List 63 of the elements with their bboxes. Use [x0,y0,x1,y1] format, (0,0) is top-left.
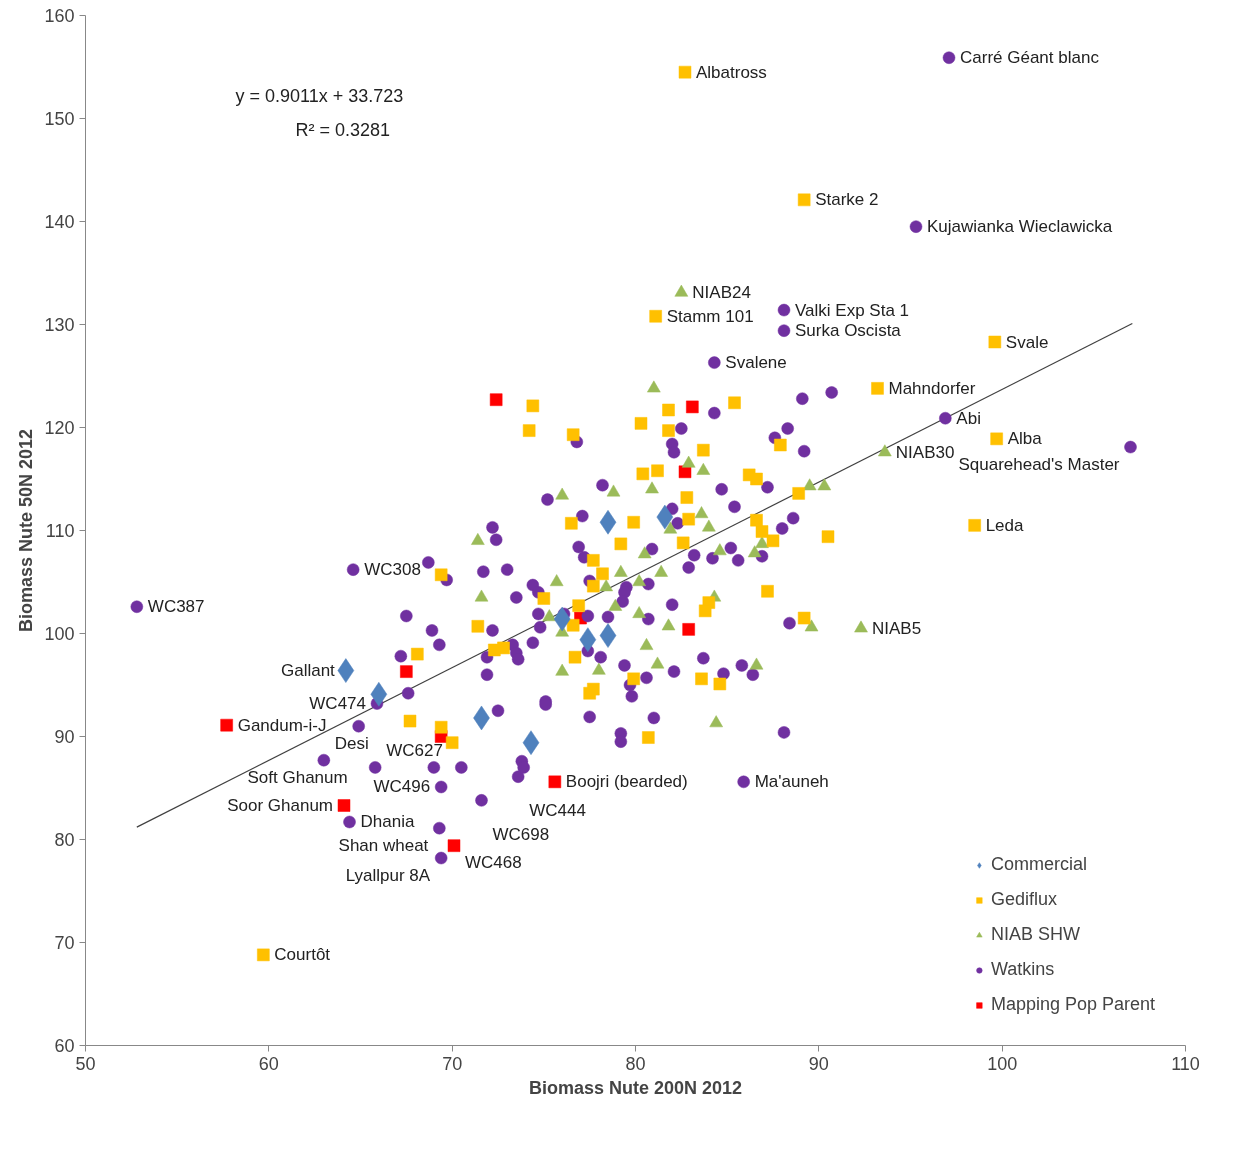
annotation: Boojri (bearded) [565,772,688,792]
annotation: R² = 0.3281 [295,119,391,140]
y-tick-label: 110 [45,521,75,541]
x-tick-label: 100 [987,1053,1018,1074]
legend-label: Gediflux [990,889,1057,910]
legend-label: NIAB SHW [990,924,1080,945]
annotation: Lyallpur 8A [345,865,431,885]
annotation: Valki Exp Sta 1 [795,300,910,320]
annotation: Soor Ghanum [227,796,334,816]
annotation: Gallant [280,661,336,681]
y-tick-label: 70 [54,933,75,953]
annotation: WC387 [147,597,205,617]
annotation: NIAB5 [872,618,922,638]
annotation: Leda [985,515,1025,535]
annotation: Squarehead's Master [958,454,1120,474]
legend-label: Mapping Pop Parent [990,994,1155,1015]
annotation: WC496 [373,777,431,797]
annotation: Stamm 101 [666,306,754,326]
annotation: Abi [956,408,981,428]
annotation: WC627 [386,740,443,760]
x-tick-label: 80 [625,1053,646,1074]
y-tick-label: 90 [54,727,75,747]
annotation: Shan wheat [338,835,429,855]
annotation: Surka Oscista [795,321,902,341]
y-tick-label: 130 [44,315,75,335]
legend-label: Commercial [990,854,1087,875]
annotation: Starke 2 [815,190,879,210]
annotation: Courtôt [274,945,331,965]
y-tick-label: 60 [54,1036,75,1056]
annotation: Desi [334,733,369,753]
x-tick-label: 90 [808,1053,829,1074]
annotation: Alba [1007,429,1043,449]
annotation: Carré Géant blanc [960,48,1100,68]
annotation: WC698 [492,824,550,844]
annotation: Soft Ghanum [247,767,348,787]
annotation: NIAB30 [895,442,955,462]
annotation: y = 0.9011x + 33.723 [235,85,404,106]
y-tick-label: 120 [44,418,75,438]
y-axis-title: Biomass Nute 50N 2012 [16,428,37,633]
y-tick-label: 140 [44,212,75,232]
annotation: WC474 [309,694,366,714]
annotation: Svalene [725,353,787,373]
y-tick-label: 160 [44,6,75,26]
x-tick-label: 50 [75,1053,96,1074]
annotation: Kujawianka Wieclawicka [927,217,1113,237]
annotation: Mahndorfer [888,378,976,398]
y-tick-label: 100 [44,624,75,644]
annotation: Svale [1005,332,1049,352]
legend-label: Watkins [990,959,1055,980]
x-tick-label: 70 [442,1053,463,1074]
annotation: Gandum-i-J [237,715,327,735]
annotation: WC468 [465,853,522,873]
annotation: WC444 [529,801,586,821]
annotation: Dhania [360,812,415,832]
annotation: Albatross [696,62,767,82]
annotation: WC308 [364,560,421,580]
annotation: NIAB24 [692,283,751,303]
y-tick-label: 80 [54,830,75,850]
x-tick-label: 60 [258,1053,279,1074]
y-tick-label: 150 [44,109,75,129]
annotation: Ma'auneh [754,772,829,792]
x-axis-title: Biomass Nute 200N 2012 [528,1077,743,1098]
x-tick-label: 110 [1171,1053,1200,1074]
